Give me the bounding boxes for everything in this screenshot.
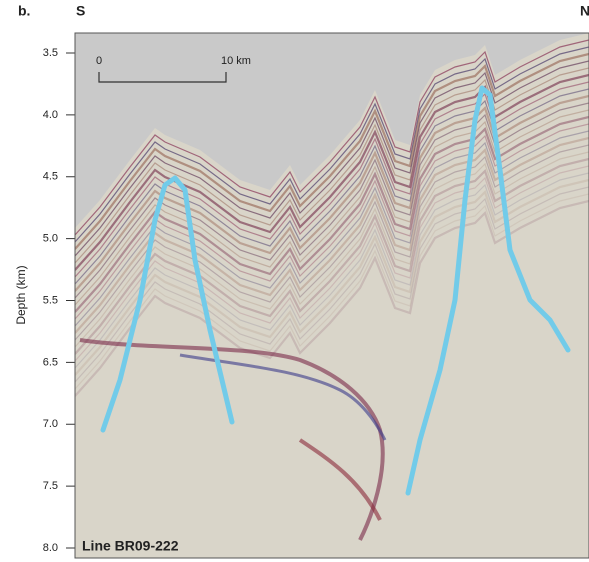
- depth-tick-label: 5.0: [43, 233, 58, 245]
- scale-end: 10 km: [221, 55, 251, 67]
- salt-diapir-outline: [405, 85, 571, 496]
- depth-tick-label: 8.0: [43, 542, 58, 554]
- scale-bar: 0 10 km: [96, 55, 251, 83]
- right-direction: N: [580, 3, 589, 19]
- seismic-section: [75, 33, 589, 558]
- line-label: Line BR09-222: [82, 538, 179, 554]
- reflector: [298, 438, 382, 521]
- salt-diapir-outline: [100, 175, 235, 433]
- reflector: [179, 353, 387, 441]
- plot-frame: [74, 32, 589, 559]
- depth-tick-label: 7.5: [43, 480, 58, 492]
- depth-tick-label: 4.5: [43, 171, 58, 183]
- depth-tick-label: 6.5: [43, 356, 58, 368]
- scale-bar-line: [98, 72, 227, 83]
- left-direction: S: [76, 3, 85, 19]
- scale-start: 0: [96, 55, 102, 67]
- depth-tick-label: 5.5: [43, 294, 58, 306]
- panel-label: b.: [18, 3, 30, 19]
- reflector: [79, 338, 385, 541]
- depth-tick-label: 4.0: [43, 109, 58, 121]
- depth-axis: 3.5 4.0 4.5 5.0 5.5 6.5 7.0 7.5 8.0: [43, 47, 75, 554]
- depth-tick-label: 7.0: [43, 418, 58, 430]
- axis-title: Depth (km): [14, 265, 28, 324]
- depth-tick-label: 3.5: [43, 47, 58, 59]
